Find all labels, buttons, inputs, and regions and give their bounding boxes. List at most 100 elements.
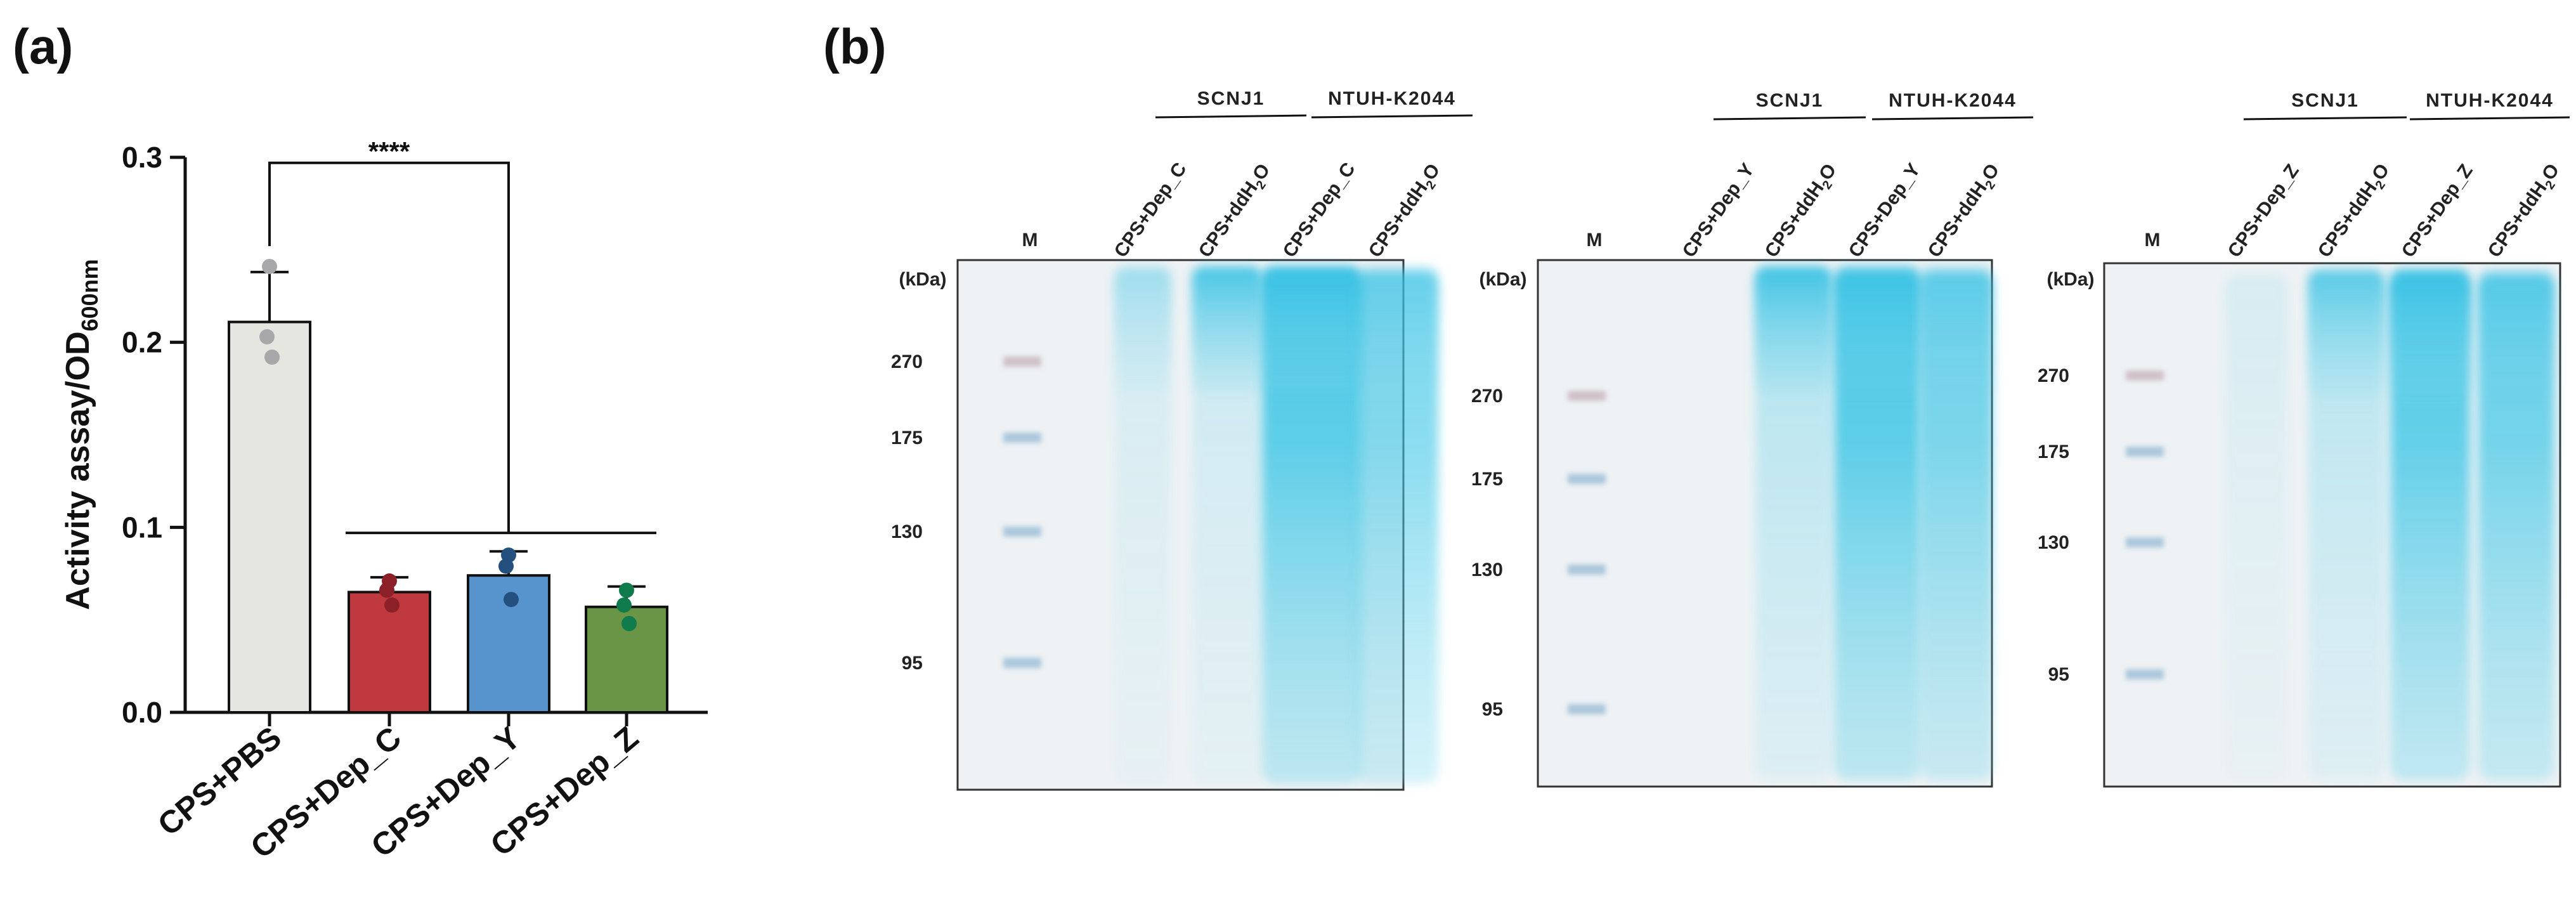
significance-bracket: **** [268,136,656,535]
marker-band [1568,474,1606,484]
data-point [498,558,514,574]
lane-label: CPS+Dep_Y [1679,160,1759,261]
lane-smear [1920,271,1993,780]
marker-size-label: 175 [2038,441,2069,462]
gel-lanes [1755,266,1993,780]
lane-label-text: O [2368,160,2393,184]
marker-band [1568,704,1606,714]
significance-label: **** [368,136,410,166]
panel-label-a: (a) [13,18,73,74]
group-label: NTUH-K2044 [2426,90,2554,111]
lane-label-text: CPS+ddH [1924,178,1991,261]
marker-lane [1568,391,1606,714]
lane-label: CPS+Dep_C [1279,159,1360,261]
marker-size-label: 175 [1471,469,1503,490]
marker-size-label: 130 [891,521,923,542]
gel-lanes [2225,270,2554,780]
y-axis-label: Activity assay/OD600nm [60,259,103,610]
lane-label-text: CPS+ddH [1365,178,1432,261]
y-axis: 0.0 0.1 0.2 0.3 [122,141,187,729]
gel-3: M (kDa) 270 175 130 95 SCNJ1 NTUH-K2044 CPS+Dep_… [2038,90,2570,788]
group-underline [1311,114,1473,119]
y-tick-label: 0.2 [122,326,162,359]
data-point [264,350,280,365]
group-underline [2243,116,2407,121]
marker-size-label: 95 [2048,664,2069,685]
marker-band [2126,537,2164,547]
marker-size-label: 95 [902,653,923,674]
lane-well-band [1834,266,1920,393]
group-underline [1713,116,1866,121]
unit-label: (kDa) [1479,269,1526,290]
marker-lane [1003,356,1041,668]
data-point [259,329,275,344]
lane-label-text: CPS+ddH [1761,178,1828,261]
lane-label: CPS+ddH2O [1924,160,2007,263]
lane-well-band [2390,270,2470,396]
lane-label-text: O [1249,160,1274,184]
lane-well-band [1755,266,1831,393]
lane-label: CPS+Dep_Y [1845,160,1925,261]
y-tick-label: 0.3 [122,141,162,174]
marker-size-label: 175 [891,428,923,448]
data-point [616,597,632,613]
marker-band [1003,658,1041,668]
marker-band [1568,565,1606,575]
y-axis-label-subscript: 600nm [77,259,103,331]
lane-label: CPS+Dep_Z [2398,160,2477,261]
lane-label-text: O [1978,160,2003,184]
group-label: SCNJ1 [1197,88,1265,109]
lane-label-text: O [1419,160,1444,184]
data-point [621,616,637,631]
group-underline [1871,116,2034,121]
marker-size-label: 130 [2038,532,2069,553]
lane-label: CPS+ddH2O [1761,160,1844,263]
marker-lane [2126,370,2164,679]
y-tick-label: 0.0 [122,696,162,729]
lane-well-band [2308,270,2384,396]
lane-well-band [1114,266,1171,393]
bracket-line [268,161,510,533]
lane-smear [2308,275,2384,780]
data-point [384,597,400,613]
gel-1: M (kDa) 270 175 130 95 SCNJ1 NTUH-K2044 CPS+Dep_… [891,88,1473,791]
panel-label-b: (b) [823,18,887,74]
marker-lane-label: M [2145,230,2161,251]
group-label: NTUH-K2044 [1889,90,2017,111]
bar-chart: 0.0 0.1 0.2 0.3 CPS+PBSCPS+Dep_CCPS+Dep_YCP… [60,136,708,865]
lane-label-text: O [2538,160,2563,184]
data-point [379,582,394,598]
y-axis-label-main: Activity assay/OD [60,331,96,610]
data-points [259,259,637,631]
marker-band [2126,370,2164,381]
lane-well-band [1920,266,1993,393]
lane-smear [1192,271,1262,783]
lane-label-text: CPS+ddH [2484,178,2551,261]
y-tick-label: 0.1 [122,511,162,544]
marker-size-label: 270 [891,351,923,372]
lane-label: CPS+Dep_Z [2224,160,2303,261]
lane-label: CPS+ddH2O [2484,160,2567,263]
marker-lane-label: M [1587,230,1603,251]
marker-band [1003,433,1041,443]
lane-label: CPS+ddH2O [2314,160,2397,263]
lane-well-band [1356,266,1438,393]
marker-size-label: 130 [1471,559,1503,580]
group-label: SCNJ1 [1756,90,1824,111]
lane-label: CPS+ddH2O [1365,160,1448,263]
marker-size-label: 270 [2038,365,2069,386]
bar [228,320,311,714]
lane-label-text: CPS+ddH [1195,178,1262,261]
lane-well-band [1262,266,1361,393]
lane-smear [1834,271,1920,780]
data-point [619,582,634,598]
lane-smear [2478,275,2554,780]
lane-label-text: CPS+ddH [2314,178,2381,261]
lane-smear [1262,271,1361,783]
lane-label-text: O [1815,160,1840,184]
data-point [262,259,277,275]
group-label: SCNJ1 [2291,90,2359,111]
gel-lanes [1114,266,1438,783]
